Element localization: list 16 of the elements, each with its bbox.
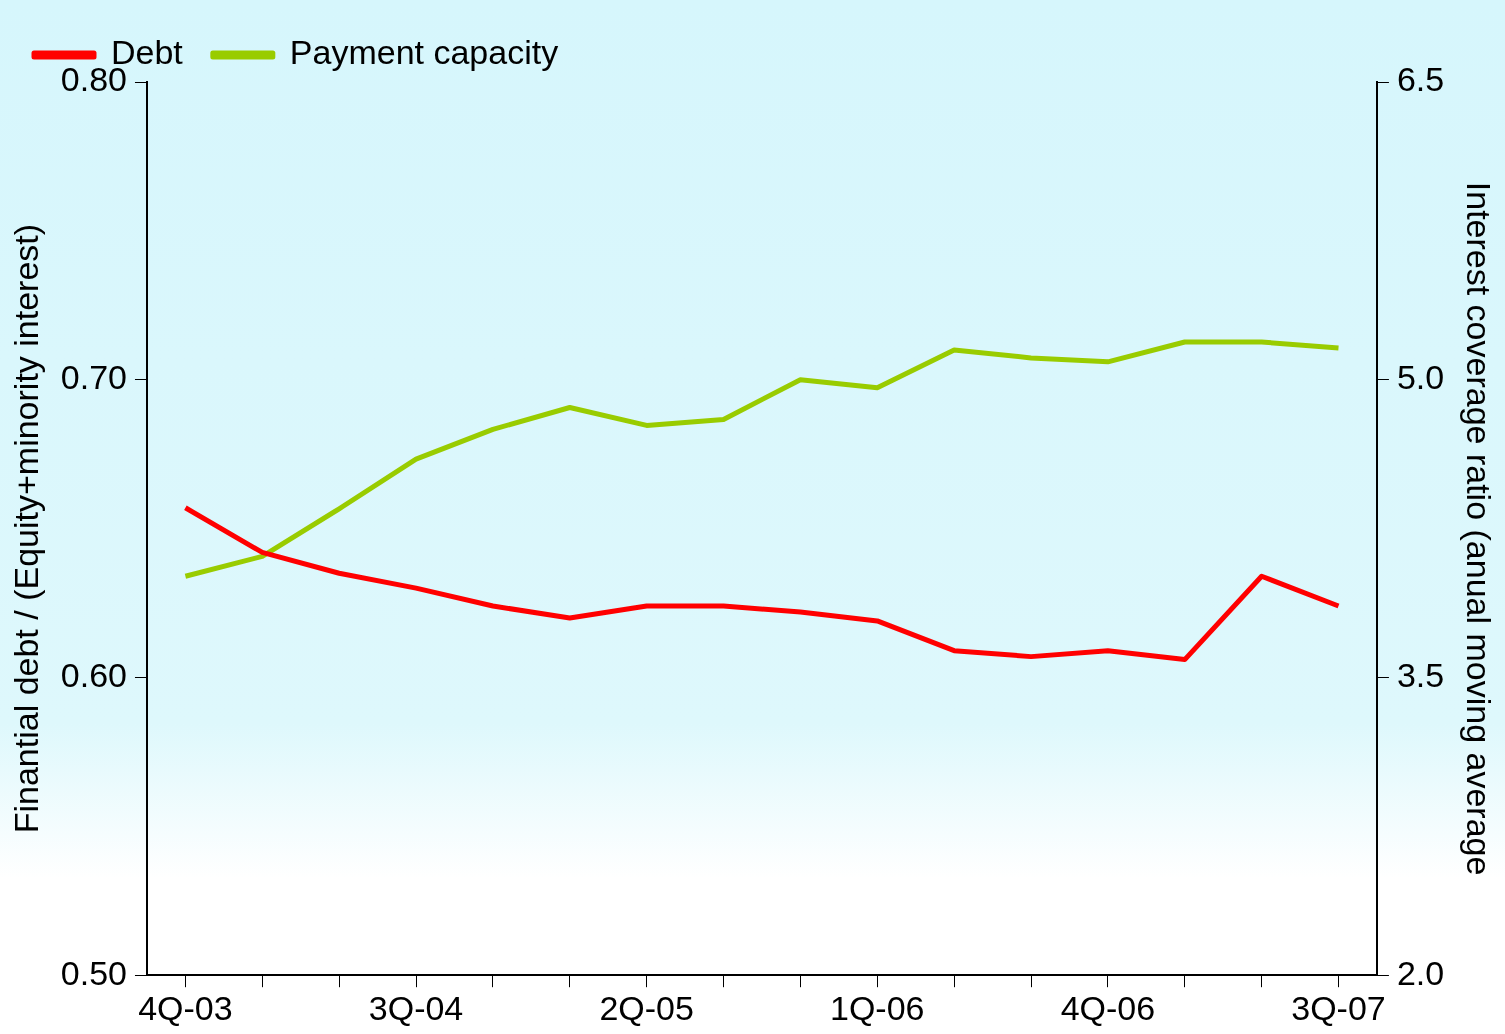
y2-tick-label: 6.5 (1396, 60, 1445, 99)
x-tick-label: 1Q-06 (830, 988, 925, 1027)
x-tick-label: 3Q-07 (1291, 988, 1386, 1027)
x-tick-label: 2Q-05 (599, 988, 694, 1027)
y-tick-label: 0.60 (60, 655, 127, 694)
y-tick-label: 0.50 (60, 953, 127, 992)
legend-label: Payment capacity (289, 33, 559, 72)
y2-tick-label: 3.5 (1396, 655, 1445, 694)
x-tick-label: 4Q-06 (1060, 988, 1156, 1027)
y-axis-title: Finantial debt / (Equity+minority interest) (6, 223, 45, 834)
y2-tick-label: 2.0 (1396, 953, 1445, 992)
y2-tick-label: 5.0 (1396, 358, 1445, 397)
x-tick-label: 4Q-03 (138, 988, 233, 1027)
y2-axis-title: Interest coverage ratio (anual moving average (1460, 181, 1499, 876)
x-tick-label: 3Q-04 (368, 988, 464, 1027)
y-tick-label: 0.70 (60, 358, 127, 397)
